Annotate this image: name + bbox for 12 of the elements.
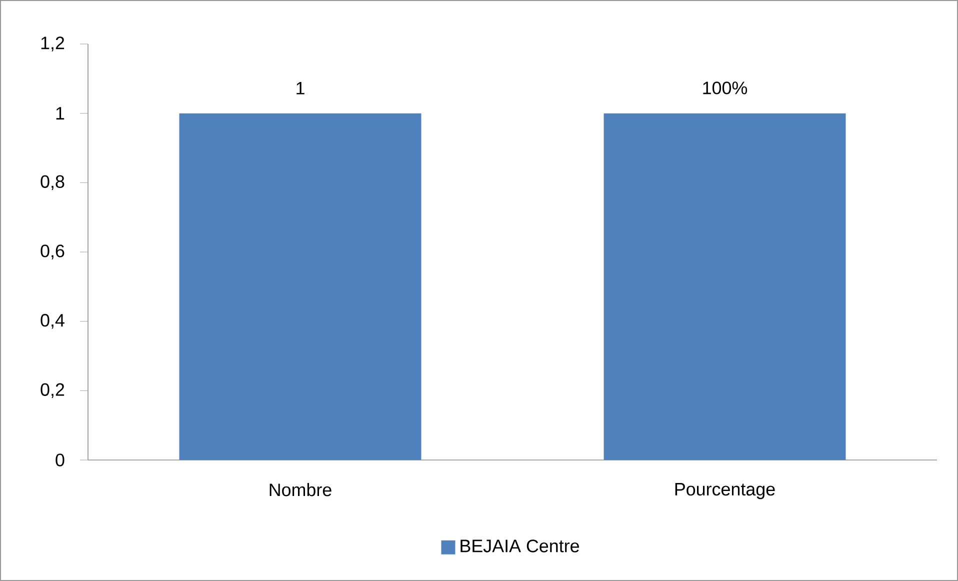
data-label: 100% [703, 82, 748, 94]
y-tick-label: 0 [56, 454, 64, 466]
x-tick-label: Pourcentage [675, 483, 775, 500]
y-tick-label: 1 [56, 107, 64, 120]
data-label: 1 [296, 82, 304, 94]
legend-label: BEJAIA Centre [460, 540, 579, 552]
y-tick-label: 0,4 [40, 314, 64, 329]
x-tick-label: Nombre [270, 483, 332, 496]
y-tick-label: 1,2 [41, 36, 64, 52]
y-tick-label: 0,6 [40, 244, 64, 260]
y-tick-label: 0,8 [40, 175, 64, 190]
y-tick-label: 0,2 [40, 383, 64, 398]
